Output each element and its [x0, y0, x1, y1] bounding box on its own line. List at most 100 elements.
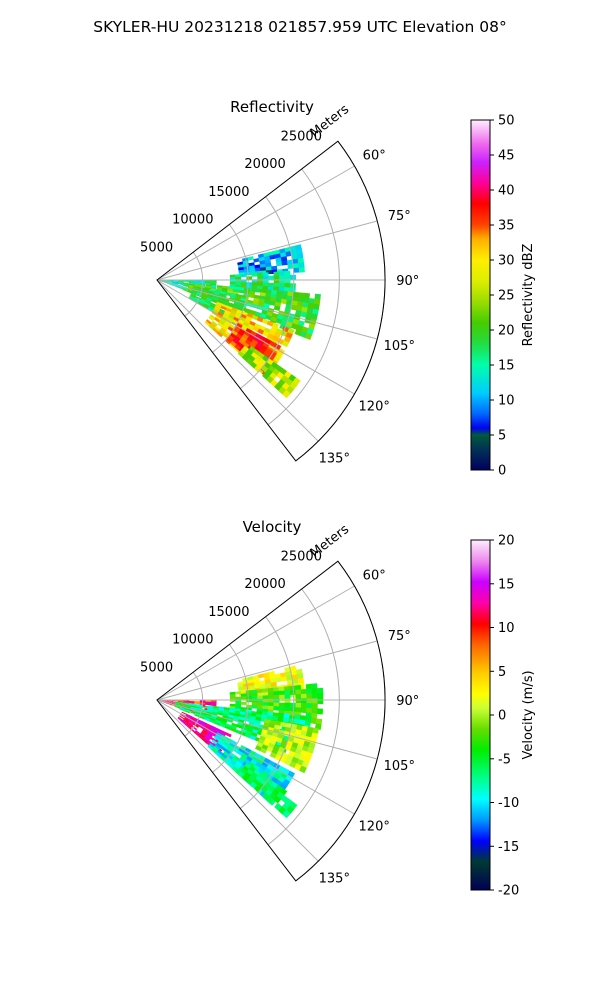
echo-cell [239, 328, 246, 334]
echo-cell [224, 748, 232, 755]
echo-cell [257, 695, 264, 700]
echo-cell [235, 701, 242, 705]
echo-cell [180, 702, 187, 705]
echo-cell [194, 722, 200, 727]
echo-cell [284, 270, 291, 276]
echo-cell [286, 679, 294, 685]
echo-cell [275, 737, 283, 744]
echo-cell [282, 389, 291, 399]
echo-cell [298, 262, 305, 269]
echo-cell [182, 720, 188, 725]
echo-cell [210, 283, 217, 286]
colorbar-tick-label: 0 [498, 464, 506, 479]
echo-cell [273, 691, 280, 696]
echo-cell [285, 251, 292, 257]
echo-cell [219, 723, 226, 728]
echo-cell [194, 298, 200, 303]
echo-cell [260, 345, 268, 352]
echo-cell [313, 298, 321, 306]
echo-cell [243, 268, 251, 273]
echo-cell [233, 286, 240, 290]
echo-cell [218, 329, 225, 336]
azimuth-tick-label: 60° [363, 149, 386, 164]
echo-cell [233, 763, 241, 770]
echo-cell [214, 305, 221, 311]
echo-cell [229, 281, 236, 285]
echo-cell [278, 712, 285, 718]
echo-cell [217, 297, 225, 301]
echo-cell [259, 295, 266, 301]
echo-cell [214, 317, 221, 323]
echo-cell [198, 302, 204, 307]
echo-cell [259, 735, 266, 742]
echo-cell [172, 282, 179, 285]
echo-cell [289, 283, 296, 289]
echo-cell [214, 326, 221, 332]
echo-cell [237, 758, 245, 765]
echo-cell [307, 302, 315, 310]
colorbar-tick-label: 25 [498, 289, 515, 304]
echo-cell [191, 703, 198, 706]
echo-cell [189, 296, 195, 300]
echo-cell [195, 711, 201, 715]
echo-cell [299, 715, 307, 721]
echo-cell [161, 280, 168, 282]
echo-cell [306, 693, 313, 699]
echo-cell [179, 707, 185, 711]
echo-cell [197, 288, 204, 292]
echo-cell [221, 734, 228, 740]
echo-cell [240, 313, 248, 320]
echo-cell [259, 680, 266, 685]
echo-cell [256, 710, 263, 715]
colorbar-tick-label: 45 [498, 149, 515, 164]
echo-cell [279, 694, 285, 700]
azimuth-tick-label: 60° [363, 569, 386, 584]
echo-cell [262, 275, 269, 280]
echo-cell [291, 300, 298, 307]
echo-cell [227, 744, 235, 751]
echo-cell [301, 306, 309, 313]
echo-cell [201, 730, 208, 736]
echo-cell [221, 325, 228, 332]
echo-cell [235, 333, 243, 340]
echo-cell [241, 774, 249, 782]
echo-cell [299, 330, 307, 338]
echo-cell [199, 715, 206, 720]
echo-cell [191, 289, 198, 293]
echo-cell [284, 758, 292, 766]
azimuth-tick-label: 90° [396, 694, 419, 709]
azimuth-tick-label: 120° [359, 819, 390, 834]
echo-cell [311, 703, 318, 709]
echo-cell [226, 718, 234, 723]
echo-cell [234, 325, 242, 332]
echo-cell [207, 706, 214, 710]
echo-cell [315, 718, 323, 725]
echo-cell [257, 738, 265, 745]
echo-cell [257, 673, 265, 679]
echo-cell [234, 729, 242, 735]
echo-cell [282, 717, 290, 723]
echo-cell [311, 688, 318, 694]
echo-cell [264, 255, 271, 261]
echo-cell [316, 708, 324, 715]
echo-cell [200, 722, 207, 727]
colorbar-tick-label: 40 [498, 184, 515, 199]
echo-cell [220, 721, 227, 726]
echo-cell [235, 276, 242, 280]
echo-cell [189, 727, 196, 733]
echo-cell [284, 686, 291, 692]
echo-cell [220, 305, 227, 311]
azimuth-tick-label: 105° [384, 759, 415, 774]
echo-cell [190, 705, 197, 709]
echo-cell [212, 309, 219, 314]
echo-cell [271, 290, 278, 295]
echo-cell [289, 702, 296, 708]
echo-cell [288, 718, 295, 724]
echo-cell [262, 702, 269, 707]
echo-cell [280, 672, 287, 678]
echo-cell [227, 316, 234, 322]
echo-region [255, 719, 319, 774]
echo-cell [188, 702, 195, 704]
azimuth-spoke [156, 279, 378, 340]
echo-cell [196, 718, 202, 723]
